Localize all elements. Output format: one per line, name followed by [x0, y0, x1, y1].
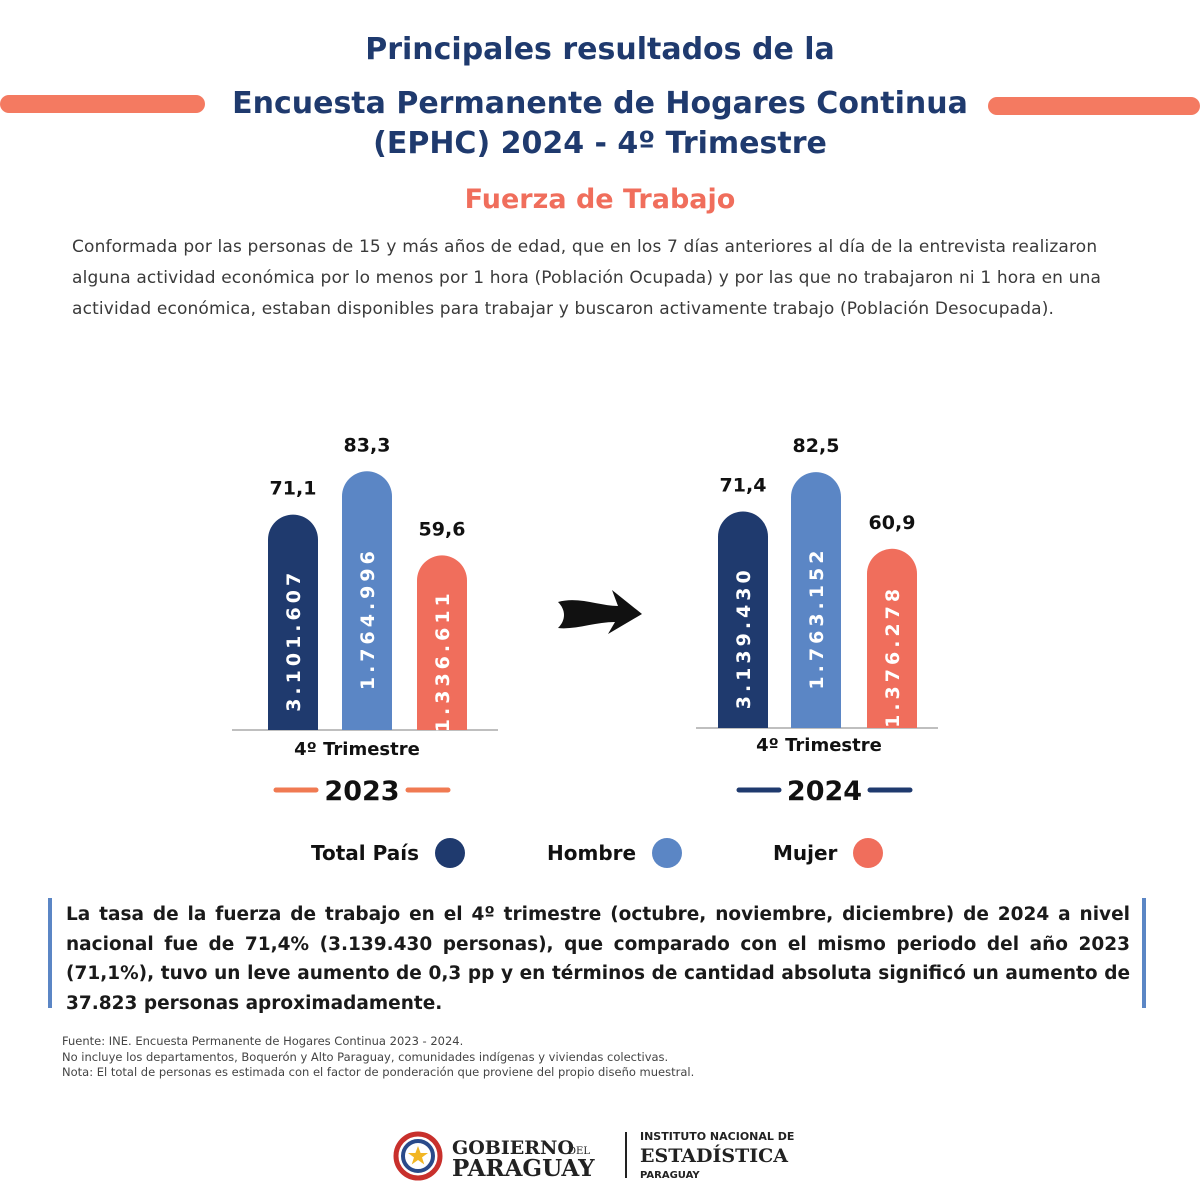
- rate-label-total-2023: 71,1: [270, 478, 317, 500]
- persons-label-total-2023: 3.101.607: [283, 569, 305, 712]
- legend-dot-hombre: [652, 838, 683, 868]
- ine-line-3: PARAGUAY: [640, 1170, 700, 1181]
- section-subtitle: Fuerza de Trabajo: [464, 184, 736, 215]
- category-label-2024: 4º Trimestre: [756, 735, 882, 756]
- bar-hombre-2024: [791, 472, 841, 728]
- legend-dot-total: [434, 838, 465, 868]
- note-estimation: Nota: El total de personas es estimada c…: [62, 1065, 695, 1079]
- gov-line-1: GOBIERNO: [452, 1137, 574, 1159]
- rate-label-total-2024: 71,4: [720, 475, 767, 497]
- rate-label-mujer-2023: 59,6: [419, 518, 466, 540]
- paraguay-seal-icon: [393, 1131, 443, 1181]
- period-label-2023: 2023: [324, 776, 399, 807]
- legend-label-mujer: Mujer: [773, 841, 838, 865]
- gov-del: DEL: [568, 1146, 590, 1157]
- legend-item-hombre: Hombre: [547, 838, 683, 868]
- title-line-3: (EPHC) 2024 - 4º Trimestre: [373, 126, 827, 161]
- bar-mujer-2024: [867, 548, 917, 728]
- labor-force-chart: 71,1 3.101.607 83,3 1.764.996 59,6 1.336.611 4…: [232, 434, 938, 807]
- period-label-2024: 2024: [787, 776, 862, 807]
- persons-label-total-2024: 3.139.430: [733, 566, 755, 709]
- note-exclusions: No incluye los departamentos, Boquerón y…: [62, 1049, 669, 1064]
- footer-logos: GOBIERNO DEL PARAGUAY INSTITUTO NACIONAL…: [393, 1130, 794, 1182]
- legend-label-total: Total País: [311, 841, 419, 865]
- decorative-bar-right: [988, 97, 1200, 115]
- summary-text: La tasa de la fuerza de trabajo en el 4º…: [66, 904, 1130, 1014]
- title-line-2: Encuesta Permanente de Hogares Continua: [232, 86, 968, 121]
- legend-item-mujer: Mujer: [773, 838, 884, 868]
- ine-line-2: ESTADÍSTICA: [640, 1144, 788, 1167]
- note-source: Fuente: INE. Encuesta Permanente de Hoga…: [62, 1034, 464, 1048]
- persons-label-mujer-2023: 1.336.611: [432, 589, 454, 732]
- source-notes: Fuente: INE. Encuesta Permanente de Hoga…: [62, 1034, 694, 1081]
- ine-line-1: INSTITUTO NACIONAL DE: [640, 1130, 794, 1143]
- bar-total-2023: [268, 514, 318, 730]
- legend-dot-mujer: [853, 838, 884, 868]
- bar-total-2024: [718, 511, 768, 728]
- category-label-2023: 4º Trimestre: [294, 739, 420, 760]
- bar-hombre-2023: [341, 471, 392, 730]
- gov-line-2: PARAGUAY: [452, 1155, 595, 1182]
- rate-label-hombre-2024: 82,5: [793, 435, 840, 457]
- persons-label-mujer-2024: 1.376.278: [882, 585, 904, 728]
- legend-item-total: Total País: [311, 838, 465, 868]
- persons-label-hombre-2023: 1.764.996: [357, 547, 379, 690]
- title-line-1: Principales resultados de la: [365, 32, 835, 67]
- bar-mujer-2023: [417, 555, 467, 730]
- intro-paragraph: Conformada por las personas de 15 y más …: [72, 237, 1102, 319]
- summary-box: La tasa de la fuerza de trabajo en el 4º…: [48, 898, 1146, 1014]
- persons-label-hombre-2024: 1.763.152: [806, 547, 828, 690]
- legend-label-hombre: Hombre: [547, 841, 637, 865]
- arrow-right-icon: [558, 590, 642, 634]
- decorative-bar-left: [0, 95, 205, 113]
- rate-label-mujer-2024: 60,9: [869, 512, 916, 534]
- rate-label-hombre-2023: 83,3: [344, 434, 391, 456]
